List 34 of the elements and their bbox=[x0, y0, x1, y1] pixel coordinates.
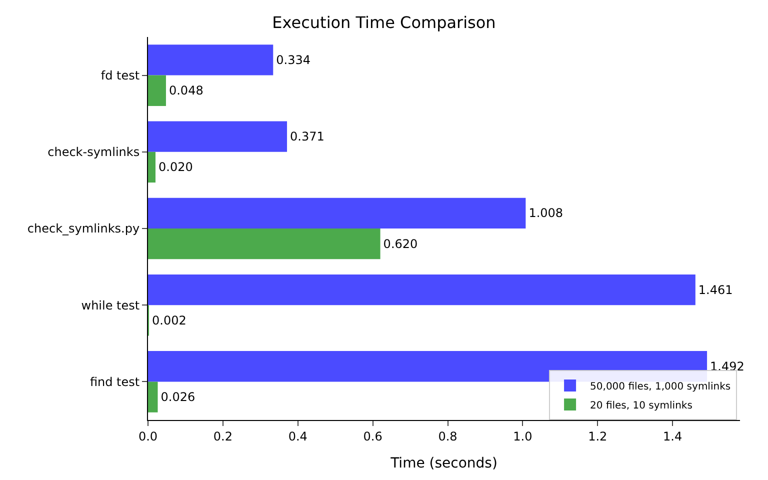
y-tick-label: check-symlinks bbox=[48, 145, 140, 160]
bar bbox=[148, 121, 288, 152]
x-tick-label: 0.0 bbox=[138, 429, 158, 444]
bar bbox=[148, 75, 166, 106]
data-label: 0.620 bbox=[383, 236, 418, 251]
x-tick-label: 0.2 bbox=[213, 429, 232, 444]
x-tick-label: 0.4 bbox=[288, 429, 308, 444]
y-tick-label: fd test bbox=[100, 68, 140, 82]
bar bbox=[148, 228, 380, 260]
data-label: 0.020 bbox=[158, 160, 193, 174]
x-tick-label: 1.2 bbox=[588, 429, 608, 444]
y-tick-label: find test bbox=[90, 374, 140, 389]
data-label: 0.371 bbox=[290, 130, 324, 144]
bar bbox=[148, 152, 156, 183]
legend-label: 50,000 files, 1,000 symlinks bbox=[590, 381, 731, 392]
data-label: 0.002 bbox=[152, 313, 186, 328]
x-tick-label: 0.6 bbox=[363, 429, 382, 444]
data-label: 0.048 bbox=[168, 84, 204, 98]
chart-title: Execution Time Comparison bbox=[272, 13, 496, 32]
x-tick-label: 0.8 bbox=[438, 429, 458, 444]
data-label: 1.461 bbox=[698, 282, 733, 297]
x-tick-label: 1.4 bbox=[663, 429, 682, 444]
data-label: 1.008 bbox=[528, 206, 564, 220]
bar bbox=[148, 198, 526, 228]
bar bbox=[148, 382, 158, 412]
x-axis-title: Time (seconds) bbox=[390, 456, 498, 472]
bar bbox=[148, 274, 696, 306]
bar bbox=[148, 44, 274, 76]
y-tick-label: check_symlinks.py bbox=[27, 222, 140, 236]
legend-label: 20 files, 10 symlinks bbox=[590, 400, 692, 412]
x-tick-label: 1.0 bbox=[513, 429, 532, 444]
y-tick-label: while test bbox=[81, 298, 140, 312]
data-label: 0.026 bbox=[160, 390, 196, 404]
data-label: 0.334 bbox=[276, 52, 310, 67]
